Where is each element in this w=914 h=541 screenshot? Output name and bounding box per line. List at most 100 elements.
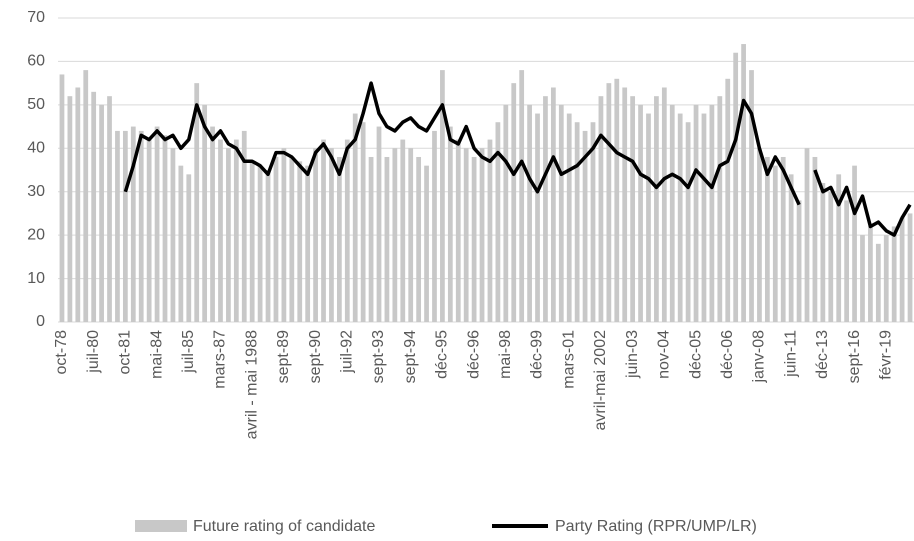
bar bbox=[416, 156, 422, 322]
x-tick-label: mai-98 bbox=[497, 330, 514, 379]
bar bbox=[91, 91, 97, 322]
bar bbox=[186, 174, 192, 322]
bar bbox=[860, 235, 865, 322]
x-tick-label: févr-19 bbox=[877, 330, 894, 380]
bar bbox=[757, 148, 762, 322]
bar bbox=[162, 135, 168, 322]
x-tick-label: oct-78 bbox=[53, 330, 70, 375]
bar bbox=[503, 104, 509, 322]
x-tick-label: juil-80 bbox=[85, 330, 102, 374]
y-tick-label: 10 bbox=[27, 270, 45, 287]
x-tick-label: déc-99 bbox=[529, 330, 546, 379]
y-tick-label: 70 bbox=[27, 9, 45, 26]
bar bbox=[384, 156, 390, 322]
bar bbox=[273, 156, 279, 322]
bar bbox=[178, 165, 184, 322]
x-tick-label: nov-04 bbox=[656, 330, 673, 379]
bar bbox=[875, 243, 881, 322]
bar bbox=[646, 113, 651, 323]
bar bbox=[804, 148, 810, 322]
x-tick-label: déc-13 bbox=[814, 330, 831, 379]
bar bbox=[511, 83, 517, 323]
bar bbox=[693, 104, 699, 322]
bar bbox=[741, 44, 746, 323]
x-tick-label: déc-05 bbox=[687, 330, 704, 379]
bar bbox=[558, 104, 564, 322]
bar bbox=[408, 148, 414, 322]
y-tick-label: 20 bbox=[27, 226, 45, 243]
bar bbox=[75, 87, 81, 322]
bar bbox=[868, 226, 873, 322]
bar bbox=[527, 104, 532, 322]
bar bbox=[844, 200, 850, 322]
bar bbox=[432, 130, 437, 322]
bar bbox=[598, 96, 604, 323]
bar bbox=[463, 148, 469, 322]
bar bbox=[614, 78, 620, 322]
bar bbox=[479, 148, 485, 322]
bar bbox=[265, 170, 271, 322]
bar bbox=[622, 87, 628, 322]
bar bbox=[487, 139, 493, 322]
bar bbox=[535, 113, 540, 323]
bar bbox=[329, 148, 334, 322]
bar bbox=[115, 130, 120, 322]
bar bbox=[336, 156, 342, 322]
bar bbox=[669, 104, 675, 322]
bar bbox=[392, 148, 398, 322]
bar bbox=[83, 70, 89, 322]
x-tick-label: mars-01 bbox=[560, 330, 577, 389]
y-tick-label: 40 bbox=[27, 140, 45, 157]
bar bbox=[281, 148, 287, 322]
bar bbox=[146, 139, 152, 322]
bar bbox=[836, 174, 842, 322]
bar bbox=[717, 96, 723, 323]
y-tick-label: 60 bbox=[27, 53, 45, 70]
x-tick-label: juil-85 bbox=[180, 330, 197, 374]
bar bbox=[685, 122, 691, 322]
bar bbox=[67, 96, 73, 323]
bar bbox=[764, 156, 770, 322]
bar bbox=[677, 113, 683, 323]
bar bbox=[249, 161, 255, 322]
bar bbox=[297, 161, 303, 322]
bar bbox=[202, 104, 208, 322]
bar bbox=[828, 191, 834, 322]
bar bbox=[122, 130, 128, 322]
bar bbox=[701, 113, 707, 323]
bar bbox=[495, 122, 501, 322]
bar bbox=[289, 156, 295, 322]
bar bbox=[424, 165, 429, 322]
bar bbox=[226, 148, 231, 322]
bar bbox=[519, 70, 525, 322]
x-tick-label: oct-81 bbox=[117, 330, 134, 375]
bar bbox=[241, 130, 247, 322]
bar bbox=[360, 122, 366, 322]
x-tick-label: juin-03 bbox=[624, 330, 641, 379]
line bbox=[123, 81, 912, 237]
y-tick-label: 30 bbox=[27, 183, 45, 200]
bar bbox=[233, 139, 239, 322]
bar bbox=[907, 213, 913, 322]
bar bbox=[257, 165, 263, 322]
legend-swatch bbox=[135, 520, 187, 532]
bar bbox=[606, 83, 612, 323]
bar bbox=[154, 126, 160, 322]
x-tick-label: mai-84 bbox=[148, 330, 165, 379]
x-tick-label: sept-90 bbox=[307, 330, 324, 383]
y-tick-label: 50 bbox=[27, 96, 45, 113]
x-tick-label: avril-mai 2002 bbox=[592, 330, 609, 431]
x-tick-label: déc-95 bbox=[434, 330, 451, 379]
x-tick-label: avril - mai 1988 bbox=[243, 330, 260, 439]
bar bbox=[733, 52, 739, 322]
bar bbox=[99, 104, 104, 322]
bar bbox=[194, 83, 200, 323]
bar bbox=[709, 104, 715, 322]
bar bbox=[400, 139, 406, 322]
bar bbox=[543, 96, 548, 323]
x-tick-label: sept-93 bbox=[370, 330, 387, 383]
bar bbox=[440, 70, 445, 322]
bar bbox=[107, 96, 112, 323]
bar bbox=[852, 165, 857, 322]
